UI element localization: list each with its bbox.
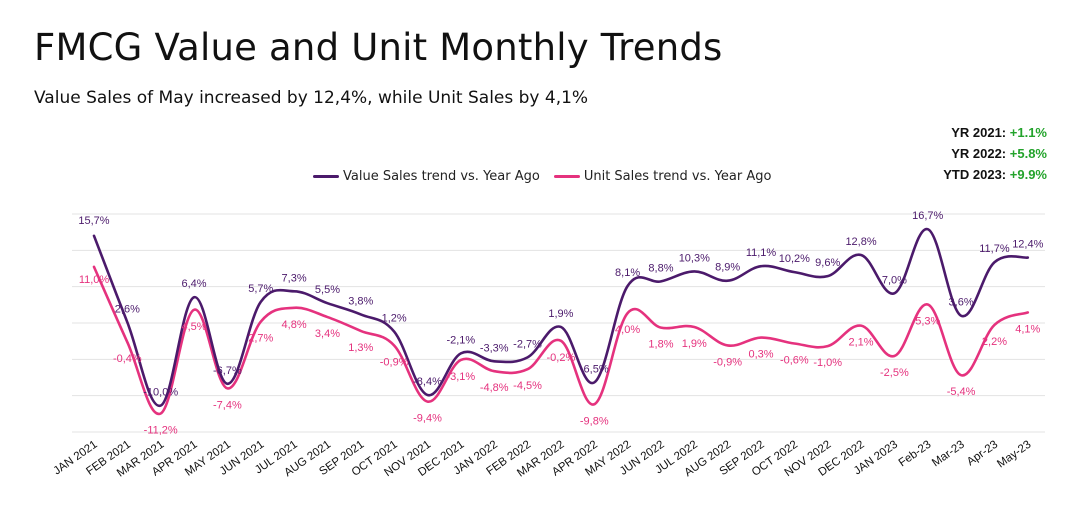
value-sales-data-label: 12,8% — [845, 236, 876, 248]
value-sales-data-label: 6,4% — [182, 278, 207, 290]
summary-label: YTD 2023: — [943, 167, 1007, 182]
value-sales-data-label: -6,7% — [213, 365, 242, 377]
unit-sales-data-label: -2,5% — [880, 367, 909, 379]
chart-legend: Value Sales trend vs. Year Ago Unit Sale… — [313, 166, 785, 186]
unit-sales-data-label: 11,0% — [79, 274, 110, 286]
value-sales-data-label: 7,0% — [882, 274, 907, 286]
value-sales-data-label: 12,4% — [1012, 239, 1043, 251]
summary-value: +1.1% — [1009, 125, 1047, 140]
unit-sales-data-label: -9,8% — [580, 415, 609, 427]
value-sales-data-label: -6,5% — [580, 363, 609, 375]
unit-sales-data-label: 1,8% — [648, 339, 673, 351]
x-tick-label: Apr-23 — [965, 439, 1000, 469]
value-sales-data-label: 7,3% — [282, 272, 307, 284]
value-sales-data-label: -2,7% — [513, 338, 542, 350]
value-sales-data-label: 1,2% — [382, 313, 407, 325]
unit-sales-line — [92, 265, 1030, 415]
value-sales-data-label: 8,8% — [648, 262, 673, 274]
value-sales-data-label: 5,7% — [248, 283, 273, 295]
chart-subtitle: Value Sales of May increased by 12,4%, w… — [34, 88, 589, 108]
legend-item-value-sales[interactable]: Value Sales trend vs. Year Ago — [313, 169, 540, 184]
unit-sales-data-label: 0,3% — [748, 349, 773, 361]
value-sales-data-label: -8,4% — [413, 376, 442, 388]
unit-sales-data-label: -3,1% — [446, 371, 475, 383]
value-sales-data-label: 3,8% — [348, 295, 373, 307]
value-sales-data-label: 16,7% — [912, 210, 943, 222]
value-sales-data-label: 8,1% — [615, 267, 640, 279]
unit-sales-data-label: -11,2% — [144, 425, 178, 437]
value-sales-data-label: 10,2% — [779, 253, 810, 265]
unit-sales-data-label: -9,4% — [413, 413, 442, 425]
value-sales-line — [92, 227, 1030, 407]
x-tick-label: May-23 — [995, 439, 1033, 471]
summary-row-2022: YR 2022: +5.8% — [943, 143, 1047, 164]
value-sales-data-label: -2,1% — [446, 334, 475, 346]
unit-sales-data-label: -0,9% — [713, 356, 742, 368]
summary-row-ytd-2023: YTD 2023: +9.9% — [943, 164, 1047, 185]
unit-sales-data-label: -0,6% — [780, 354, 809, 366]
unit-sales-data-label: -1,0% — [813, 357, 842, 369]
unit-sales-data-label: -0,2% — [547, 352, 576, 364]
value-sales-data-label: 8,9% — [715, 262, 740, 274]
unit-sales-data-label: -7,4% — [213, 399, 242, 411]
legend-swatch-unit-sales — [553, 174, 580, 178]
unit-sales-data-label: 2,1% — [849, 337, 874, 349]
x-tick-label: Feb-23 — [897, 439, 934, 470]
summary-label: YR 2021: — [951, 125, 1007, 140]
unit-sales-data-label: 3,4% — [315, 328, 340, 340]
summary-panel: YR 2021: +1.1% YR 2022: +5.8% YTD 2023: … — [943, 122, 1047, 185]
unit-sales-data-label: 1,9% — [682, 338, 707, 350]
unit-sales-data-label: 4,1% — [1015, 323, 1040, 335]
unit-sales-data-label: 5,3% — [915, 316, 940, 328]
summary-value: +5.8% — [1009, 146, 1047, 161]
unit-sales-data-label: 4,5% — [182, 321, 207, 333]
value-sales-data-label: 2,6% — [115, 303, 140, 315]
value-sales-data-label: 9,6% — [815, 257, 840, 269]
summary-label: YR 2022: — [951, 146, 1007, 161]
unit-sales-data-label: -0,9% — [380, 356, 409, 368]
unit-sales-data-label: -0,4% — [113, 353, 142, 365]
unit-sales-data-label: 2,7% — [248, 333, 273, 345]
legend-swatch-value-sales — [313, 174, 339, 178]
legend-label-unit-sales: Unit Sales trend vs. Year Ago — [583, 168, 772, 184]
unit-sales-data-label: 2,2% — [982, 336, 1007, 348]
unit-sales-data-label: -5,4% — [947, 386, 976, 398]
value-sales-data-label: 3,6% — [949, 297, 974, 309]
unit-sales-data-label: 4,8% — [282, 319, 307, 331]
summary-row-2021: YR 2021: +1.1% — [943, 122, 1047, 143]
value-sales-data-label: -10,0% — [143, 387, 178, 399]
summary-value: +9.9% — [1009, 167, 1047, 182]
unit-sales-data-label: -4,8% — [480, 382, 509, 394]
value-sales-data-label: 10,3% — [679, 252, 710, 264]
legend-label-value-sales: Value Sales trend vs. Year Ago — [343, 168, 540, 184]
value-sales-data-label: 11,1% — [746, 247, 777, 259]
value-sales-data-label: 5,5% — [315, 284, 340, 296]
unit-sales-data-label: 4,0% — [615, 324, 640, 336]
value-sales-data-label: 15,7% — [78, 215, 109, 227]
x-tick-label: Mar-23 — [930, 439, 967, 470]
unit-sales-data-label: 1,3% — [348, 342, 373, 354]
legend-item-unit-sales[interactable]: Unit Sales trend vs. Year Ago — [553, 168, 772, 184]
value-sales-data-label: -3,3% — [480, 342, 509, 354]
value-sales-data-label: 1,9% — [548, 308, 573, 320]
chart-title: FMCG Value and Unit Monthly Trends — [34, 26, 723, 69]
unit-sales-data-label: -4,5% — [513, 380, 542, 392]
value-sales-data-label: 11,7% — [979, 243, 1010, 255]
